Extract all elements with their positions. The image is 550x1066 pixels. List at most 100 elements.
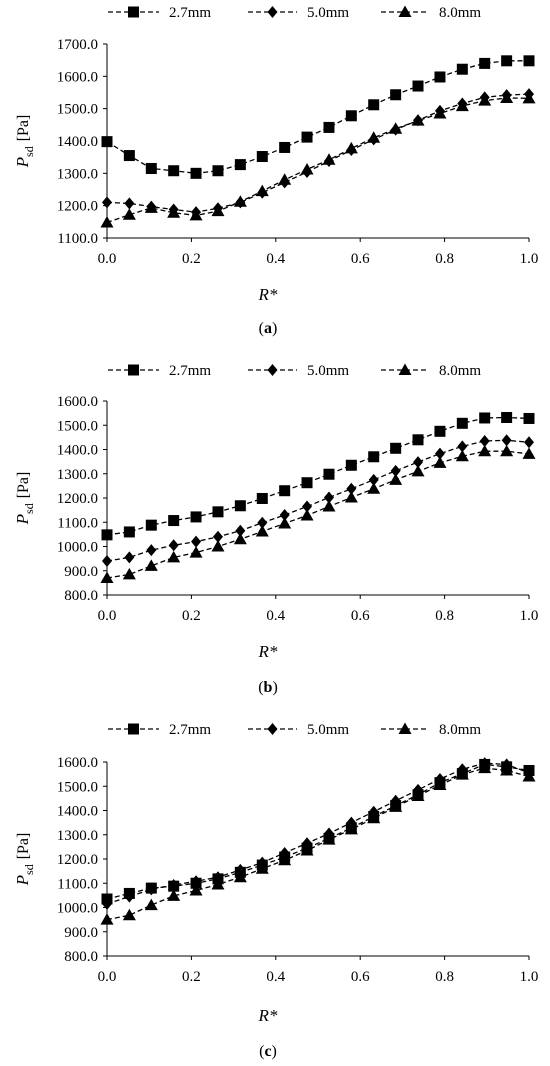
- series-diamond: [102, 757, 534, 910]
- data-point: [345, 459, 357, 471]
- data-point: [234, 500, 246, 512]
- y-tick-label: 1600.0: [57, 755, 98, 771]
- legend-marker: [128, 364, 139, 376]
- x-tick-label: 0.8: [435, 608, 454, 624]
- legend-label: 5.0mm: [307, 363, 349, 379]
- data-point: [411, 789, 425, 801]
- data-point: [368, 805, 379, 818]
- data-point: [233, 195, 247, 207]
- data-point: [146, 544, 157, 557]
- data-point: [144, 559, 158, 571]
- data-point: [124, 890, 135, 903]
- panel-caption-letter: b: [264, 679, 273, 696]
- y-tick-label: 900.0: [64, 564, 98, 580]
- x-tick-label: 0.2: [182, 251, 201, 267]
- data-point: [256, 492, 268, 504]
- data-point: [191, 535, 202, 548]
- y-tick-label: 1400.0: [57, 804, 98, 820]
- data-point: [500, 444, 514, 457]
- data-point: [522, 91, 536, 104]
- y-axis-label-unit: [Pa]: [15, 833, 32, 860]
- data-point: [367, 811, 381, 824]
- y-tick-label: 1600.0: [57, 394, 98, 410]
- y-tick-label: 800.0: [64, 949, 98, 965]
- series-square: [101, 758, 535, 905]
- data-point: [455, 449, 469, 462]
- legend-item: 5.0mm: [248, 722, 349, 738]
- data-point: [478, 761, 492, 774]
- data-point: [212, 165, 224, 177]
- data-point: [102, 555, 112, 568]
- data-point: [345, 110, 357, 122]
- y-tick-label: 1200.0: [57, 491, 98, 507]
- data-point: [501, 55, 513, 67]
- panel-caption-open: (: [258, 679, 263, 696]
- data-point: [190, 167, 202, 179]
- series-square: [101, 55, 535, 179]
- x-tick-label: 0.4: [266, 969, 285, 985]
- series-triangle: [100, 91, 536, 228]
- data-point: [123, 150, 135, 162]
- data-point: [323, 121, 335, 133]
- data-point: [278, 173, 292, 185]
- y-tick-label: 1200.0: [57, 199, 98, 215]
- legend-marker: [267, 6, 278, 18]
- data-point: [522, 447, 536, 459]
- legend-item: 5.0mm: [248, 363, 349, 379]
- panel-caption-letter: c: [264, 1043, 271, 1060]
- data-point: [523, 412, 535, 424]
- data-point: [145, 162, 157, 174]
- data-point: [389, 473, 403, 485]
- panel-caption-close: ): [272, 679, 277, 696]
- data-point: [455, 99, 469, 112]
- data-point: [346, 816, 357, 829]
- data-point: [523, 55, 535, 67]
- data-point: [144, 201, 158, 213]
- data-point: [189, 546, 203, 558]
- y-tick-label: 1000.0: [57, 540, 98, 556]
- series-diamond: [102, 434, 534, 568]
- x-tick-label: 0.4: [266, 251, 285, 267]
- x-tick-label: 1.0: [520, 608, 539, 624]
- data-point: [302, 500, 313, 513]
- data-point: [212, 530, 223, 543]
- x-tick-label: 0.4: [266, 608, 285, 624]
- chart-panel-c: 800.0 900.0 1000.0 1100.0 1200.0 1300.0 1400.0…: [13, 722, 538, 1060]
- data-point: [102, 196, 112, 209]
- y-axis-label-sub: sd: [22, 146, 36, 157]
- data-point: [167, 550, 181, 563]
- data-point: [479, 57, 491, 69]
- panel-caption-open: (: [259, 1043, 264, 1060]
- panel-caption-close: ): [272, 1043, 277, 1060]
- data-point: [367, 482, 381, 494]
- y-tick-label: 1500.0: [57, 418, 98, 434]
- series-triangle: [100, 761, 536, 925]
- data-point: [479, 412, 491, 424]
- data-point: [302, 837, 313, 850]
- data-point: [522, 770, 536, 782]
- y-tick-label: 1400.0: [57, 443, 98, 459]
- data-point: [390, 442, 402, 454]
- data-point: [300, 162, 314, 175]
- data-point: [412, 434, 424, 446]
- data-point: [146, 883, 157, 896]
- data-point: [501, 411, 513, 423]
- data-point: [456, 63, 468, 75]
- data-point: [100, 571, 114, 584]
- data-point: [211, 204, 225, 217]
- data-point: [212, 506, 224, 518]
- legend-item: 5.0mm: [248, 5, 349, 21]
- data-point: [235, 863, 246, 876]
- legend-marker: [128, 6, 139, 18]
- legend-marker: [267, 364, 278, 376]
- data-point: [301, 477, 313, 489]
- data-point: [300, 844, 314, 856]
- data-point: [191, 875, 202, 888]
- data-point: [368, 473, 379, 486]
- series-diamond: [102, 88, 534, 219]
- y-tick-label: 1600.0: [57, 69, 98, 85]
- x-tick-label: 0.8: [435, 251, 454, 267]
- legend-label: 2.7mm: [169, 722, 211, 738]
- data-point: [500, 763, 514, 776]
